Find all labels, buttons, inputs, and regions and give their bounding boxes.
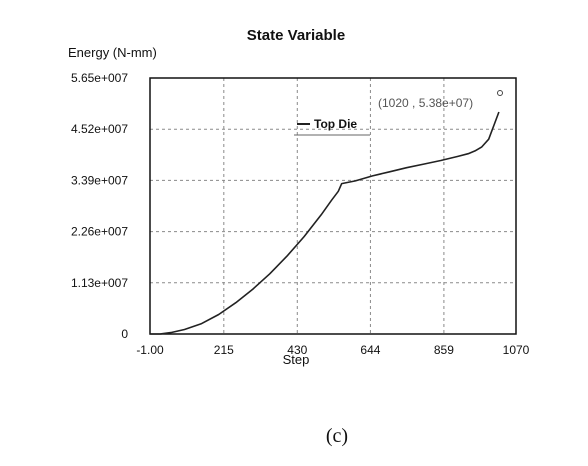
x-axis-label: Step [283, 352, 310, 367]
legend-label: Top Die [314, 117, 357, 131]
y-tick-label: 2.26e+007 [71, 225, 128, 239]
y-tick-label: 5.65e+007 [71, 71, 128, 85]
series-line-0 [150, 111, 500, 335]
point-annotation: (1020 , 5.38e+07) [378, 96, 473, 110]
legend: Top Die [294, 117, 370, 136]
plot-area-frame [149, 77, 517, 335]
x-tick-label: 859 [434, 343, 454, 357]
y-tick-label: 1.13e+007 [71, 276, 128, 290]
x-tick-label: 215 [214, 343, 234, 357]
x-tick-labels: -1.00 215 430 644 859 1070 [136, 343, 529, 357]
y-tick-label: 4.52e+007 [71, 122, 128, 136]
x-tick-label: 1070 [503, 343, 530, 357]
y-tick-labels: 0 1.13e+007 2.26e+007 3.39e+007 4.52e+007 5.6… [71, 71, 128, 341]
series-layer [150, 111, 500, 335]
x-tick-label: 644 [360, 343, 380, 357]
figure-caption: (c) [326, 425, 348, 447]
annotation-marker [497, 90, 503, 96]
grid-lines [150, 78, 516, 334]
y-tick-label: 0 [121, 327, 128, 341]
x-tick-label: 430 [287, 343, 307, 357]
y-axis-label: Energy (N-mm) [68, 45, 157, 60]
y-tick-label: 3.39e+007 [71, 173, 128, 187]
x-tick-label: -1.00 [136, 343, 164, 357]
chart-title: State Variable [247, 27, 345, 44]
